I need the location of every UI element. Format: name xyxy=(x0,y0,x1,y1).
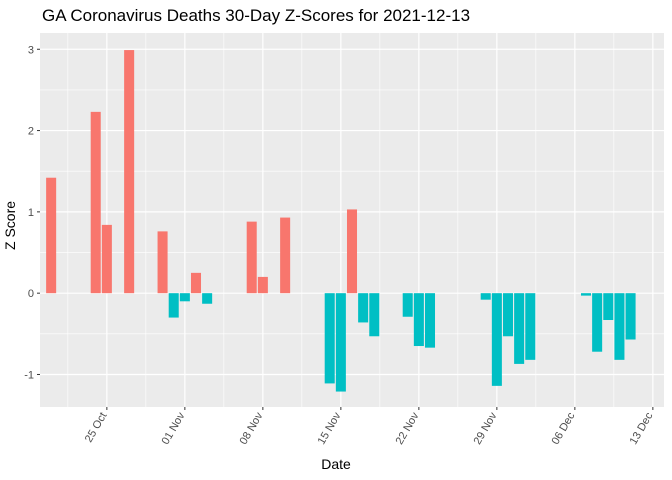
x-axis-label: Date xyxy=(321,456,351,472)
bar-2021-11-14 xyxy=(324,293,335,384)
x-tick-label: 13 Dec xyxy=(628,410,656,447)
bar-2021-12-10 xyxy=(614,293,625,360)
bar-2021-11-21 xyxy=(402,293,413,317)
bar-2021-10-27 xyxy=(124,50,135,294)
bar-2021-11-18 xyxy=(369,293,380,337)
bar-2021-10-25 xyxy=(101,224,112,294)
x-tick-label: 29 Nov xyxy=(472,410,500,447)
bar-2021-11-07 xyxy=(246,221,257,294)
bar-2021-11-08 xyxy=(257,276,268,294)
x-tick-label: 08 Nov xyxy=(238,410,266,447)
chart-title: GA Coronavirus Deaths 30-Day Z-Scores fo… xyxy=(42,6,471,25)
bar-2021-11-01 xyxy=(179,293,190,302)
bar-2021-11-30 xyxy=(502,293,514,337)
y-tick-label: 1 xyxy=(28,207,34,219)
bar-2021-10-20 xyxy=(46,177,57,294)
bar-2021-10-24 xyxy=(90,111,101,294)
bar-2021-11-10 xyxy=(280,217,291,294)
bar-2021-12-11 xyxy=(625,293,636,340)
bar-2021-11-03 xyxy=(202,293,213,304)
x-tick-label: 15 Nov xyxy=(316,410,344,447)
bar-2021-12-08 xyxy=(592,293,603,352)
bar-2021-11-16 xyxy=(346,209,358,294)
bar-2021-11-17 xyxy=(358,293,369,323)
x-tick-label: 01 Nov xyxy=(160,410,188,447)
bar-2021-12-07 xyxy=(580,293,592,296)
x-tick-label: 22 Nov xyxy=(394,410,422,447)
bar-2021-11-15 xyxy=(335,293,346,392)
y-axis-label: Z Score xyxy=(2,200,18,250)
bar-2021-11-28 xyxy=(480,293,491,300)
bar-2021-12-01 xyxy=(514,293,525,364)
bar-2021-12-09 xyxy=(603,293,614,321)
bar-2021-11-29 xyxy=(491,293,502,386)
x-tick-label: 25 Oct xyxy=(83,411,110,445)
y-tick-label: 0 xyxy=(28,288,34,300)
y-tick-label: -1 xyxy=(24,369,34,381)
bar-2021-10-31 xyxy=(168,293,179,318)
y-tick-label: 3 xyxy=(28,44,34,56)
y-tick-label: 2 xyxy=(28,126,34,138)
bar-2021-11-02 xyxy=(190,272,202,294)
bar-2021-12-02 xyxy=(525,293,536,360)
bar-2021-11-23 xyxy=(424,293,436,348)
x-tick-label: 06 Dec xyxy=(550,410,578,447)
bar-2021-10-30 xyxy=(157,231,168,294)
bar-2021-11-22 xyxy=(413,293,424,347)
